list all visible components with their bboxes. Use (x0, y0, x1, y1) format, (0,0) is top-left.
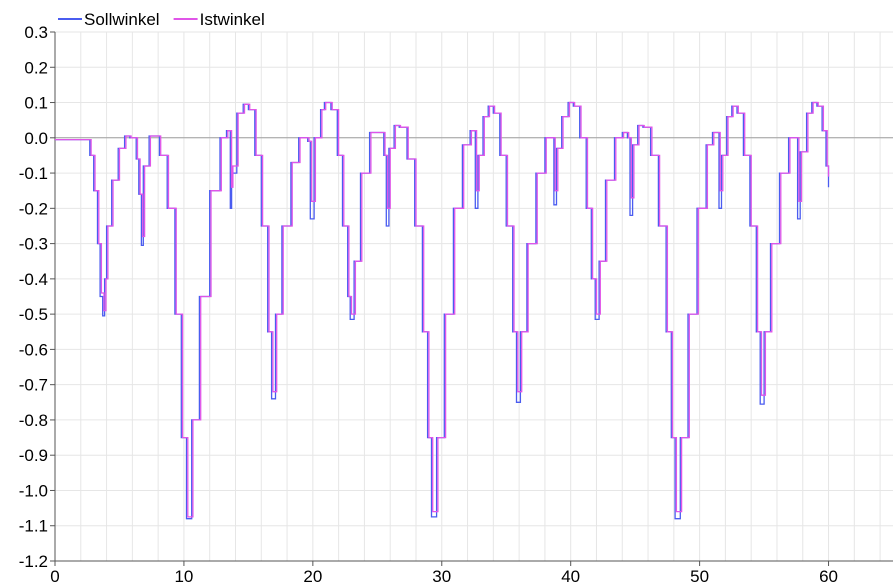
y-tick-label: 0.2 (24, 58, 48, 77)
y-tick-label: 0.0 (24, 129, 48, 148)
y-tick-label: -0.4 (19, 270, 48, 289)
legend-label: Istwinkel (200, 10, 265, 29)
legend-label: Sollwinkel (84, 10, 160, 29)
x-tick-label: 20 (303, 567, 322, 584)
y-tick-label: 0.1 (24, 94, 48, 113)
x-tick-label: 30 (432, 567, 451, 584)
series-lines (55, 101, 830, 520)
series-line-istwinkel (55, 101, 830, 518)
x-tick-label: 0 (50, 567, 59, 584)
x-axis-ticks: 0 10 20 30 40 50 60 (50, 561, 838, 584)
legend: Sollwinkel Istwinkel (58, 10, 265, 29)
y-tick-label: -0.7 (19, 376, 48, 395)
y-tick-label: -0.2 (19, 199, 48, 218)
x-tick-label: 50 (690, 567, 709, 584)
y-tick-label: -0.1 (19, 164, 48, 183)
y-tick-label: -1.1 (19, 517, 48, 536)
y-tick-label: -0.3 (19, 235, 48, 254)
y-tick-label: -0.6 (19, 340, 48, 359)
x-tick-label: 40 (561, 567, 580, 584)
y-tick-label: 0.3 (24, 23, 48, 42)
y-tick-label: -1.2 (19, 552, 48, 571)
y-tick-label: -1.0 (19, 481, 48, 500)
x-tick-label: 60 (819, 567, 838, 584)
x-tick-label: 10 (174, 567, 193, 584)
y-tick-label: -0.9 (19, 446, 48, 465)
y-tick-label: -0.8 (19, 411, 48, 430)
axes (54, 32, 893, 562)
y-axis-ticks: 0.3 0.2 0.1 0.0 -0.1 -0.2 -0.3 -0.4 -0.5 -0.6 -0.7… (19, 23, 55, 571)
y-tick-label: -0.5 (19, 305, 48, 324)
